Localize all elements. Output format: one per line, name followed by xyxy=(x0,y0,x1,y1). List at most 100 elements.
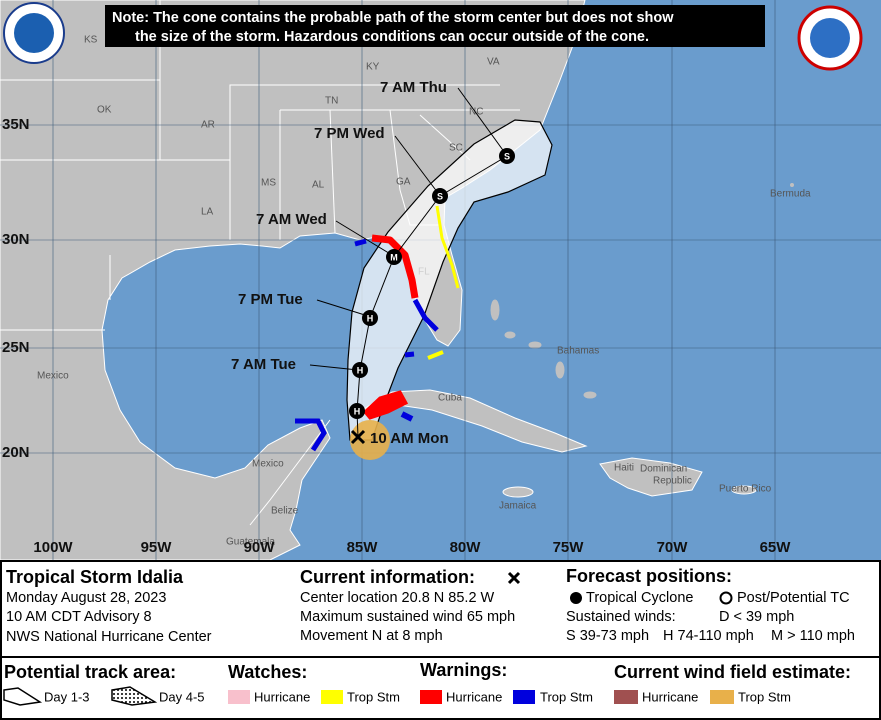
place-label: TN xyxy=(325,96,338,107)
storm-warning xyxy=(295,418,327,452)
note-box xyxy=(105,5,765,47)
day13-label: Day 1-3 xyxy=(44,689,90,704)
watch-label: Hurricane xyxy=(254,689,310,704)
storm-warning xyxy=(412,298,439,332)
current-title: Current information: xyxy=(300,567,475,587)
point-code: S xyxy=(437,191,443,201)
place-label: Mexico xyxy=(252,459,284,470)
place-label: Jamaica xyxy=(499,501,537,512)
forecast-point xyxy=(386,249,402,265)
storm-watch xyxy=(435,205,460,289)
tc-symbol xyxy=(570,592,582,604)
wind-label: Trop Stm xyxy=(738,689,791,704)
hispaniola xyxy=(599,457,703,497)
storm-name: Tropical Storm Idalia xyxy=(6,567,184,587)
place-label: NC xyxy=(469,107,483,118)
current-position xyxy=(350,429,366,445)
ptc-symbol xyxy=(719,591,733,605)
storm-watch xyxy=(427,350,444,360)
forecast-point xyxy=(432,188,448,204)
place-label: GA xyxy=(396,177,411,188)
lon-label: 75W xyxy=(553,539,585,556)
longitude-labels: 100W 95W 90W 85W 80W 75W 70W 65W xyxy=(33,539,791,556)
point-code: H xyxy=(367,313,374,323)
place-label: SC xyxy=(449,143,463,154)
point-code: H xyxy=(354,406,361,416)
point-label: 7 AM Tue xyxy=(231,356,296,373)
place-label: AL xyxy=(312,180,325,191)
nws-logo-inner xyxy=(810,18,850,58)
forecast-point xyxy=(352,362,368,378)
lat-label: 25N xyxy=(2,339,30,356)
lon-label: 70W xyxy=(657,539,689,556)
lat-label: 20N xyxy=(2,444,30,461)
hurricane-warning xyxy=(362,390,409,420)
center: NWS National Hurricane Center xyxy=(6,629,212,645)
ptc-label: Post/Potential TC xyxy=(737,590,850,606)
place-label: KS xyxy=(84,35,98,46)
hurricane-warning xyxy=(371,234,419,299)
place-label: Mexico xyxy=(37,371,69,382)
place-label: Guatemala xyxy=(226,537,275,548)
jamaica xyxy=(502,486,534,498)
day45-swatch xyxy=(111,686,158,706)
warning-label: Hurricane xyxy=(446,689,502,704)
current-line: Maximum sustained wind 65 mph xyxy=(300,609,515,625)
forecast-cone xyxy=(346,119,553,441)
warning-label: Trop Stm xyxy=(540,689,593,704)
swatch xyxy=(710,690,734,704)
tc-label: Tropical Cyclone xyxy=(586,590,693,606)
place-label: Cuba xyxy=(438,393,462,404)
bahamas xyxy=(490,299,597,399)
bermuda xyxy=(790,183,794,187)
swatch xyxy=(420,690,442,704)
day45-label: Day 4-5 xyxy=(159,689,205,704)
place-label: MS xyxy=(261,178,276,189)
swatch xyxy=(513,690,535,704)
lon-label: 65W xyxy=(760,539,792,556)
point-code: S xyxy=(504,151,510,161)
day13-swatch xyxy=(3,687,43,706)
swatch xyxy=(321,690,343,704)
current-line: Movement N at 8 mph xyxy=(300,628,443,644)
wind-class: M > 110 mph xyxy=(771,628,855,644)
watch-label: Trop Stm xyxy=(347,689,400,704)
storm-warning xyxy=(404,351,415,358)
point-label: 7 AM Thu xyxy=(380,79,447,96)
puerto-rico xyxy=(731,485,757,495)
latitude-labels: 35N 30N 25N 20N xyxy=(2,116,30,461)
current-line: Center location 20.8 N 85.2 W xyxy=(300,590,495,606)
wind-field xyxy=(350,420,390,460)
swatch xyxy=(228,690,250,704)
place-label: VA xyxy=(487,57,500,68)
lon-label: 85W xyxy=(347,539,379,556)
forecast-point xyxy=(499,148,515,164)
place-label: Puerto Rico xyxy=(719,484,772,495)
place-label: Bahamas xyxy=(557,346,599,357)
point-code: M xyxy=(390,252,398,262)
place-label: AR xyxy=(201,120,215,131)
point-label: 7 AM Wed xyxy=(256,211,327,228)
note-line: the size of the storm. Hazardous conditi… xyxy=(135,29,649,45)
point-label: 7 PM Wed xyxy=(314,125,385,142)
wind-label: Hurricane xyxy=(642,689,698,704)
label-leaders xyxy=(309,87,506,371)
lat-label: 35N xyxy=(2,116,30,133)
track-title: Potential track area: xyxy=(4,662,176,682)
place-label: Belize xyxy=(271,506,299,517)
date: Monday August 28, 2023 xyxy=(6,590,166,606)
point-label: 7 PM Tue xyxy=(238,291,303,308)
place-label: Haiti xyxy=(614,463,634,474)
lat-label: 30N xyxy=(2,231,30,248)
wind-class: H 74-110 mph xyxy=(663,628,754,644)
forecast-point xyxy=(349,403,365,419)
lon-label: 95W xyxy=(141,539,173,556)
storm-warning xyxy=(354,238,367,247)
current-symbol xyxy=(507,571,521,585)
place-label: Bermuda xyxy=(770,189,811,200)
point-code: H xyxy=(357,365,364,375)
place-label: OK xyxy=(97,105,112,116)
storm-warning xyxy=(400,411,414,422)
place-label: LA xyxy=(201,207,214,218)
place-label: KY xyxy=(366,62,380,73)
